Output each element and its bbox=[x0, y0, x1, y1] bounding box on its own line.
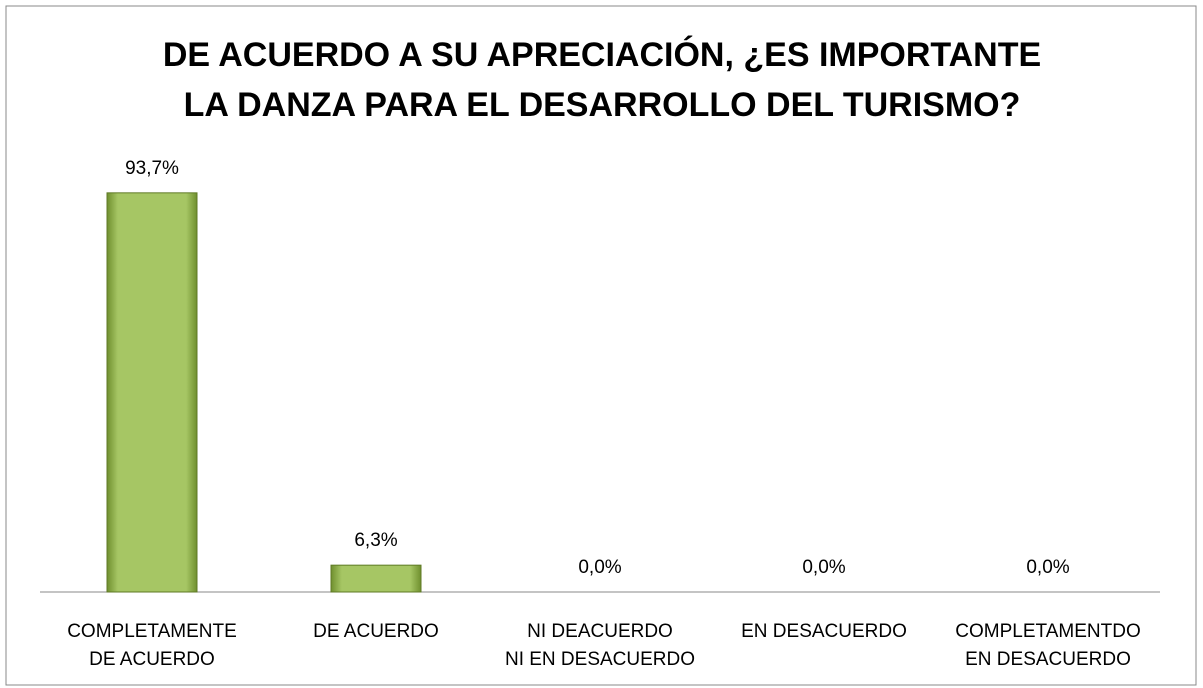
chart-title: DE ACUERDO A SU APRECIACIÓN, ¿ES IMPORTA… bbox=[163, 36, 1041, 124]
value-label: 6,3% bbox=[354, 530, 397, 551]
value-label: 0,0% bbox=[578, 557, 621, 578]
value-label: 0,0% bbox=[1026, 557, 1069, 578]
x-tick-label: COMPLETAMENTE DE ACUERDO bbox=[67, 621, 237, 670]
x-tick-label: DE ACUERDO bbox=[313, 621, 439, 642]
x-tick-label: EN DESACUERDO bbox=[741, 621, 907, 642]
value-label: 93,7% bbox=[125, 158, 179, 179]
bar bbox=[330, 564, 422, 593]
chart-frame bbox=[5, 5, 1197, 686]
x-tick-label: NI DEACUERDO NI EN DESACUERDO bbox=[505, 621, 695, 670]
bar bbox=[106, 192, 198, 593]
x-tick-label: COMPLETAMENTDO EN DESACUERDO bbox=[955, 621, 1140, 670]
value-label: 0,0% bbox=[802, 557, 845, 578]
